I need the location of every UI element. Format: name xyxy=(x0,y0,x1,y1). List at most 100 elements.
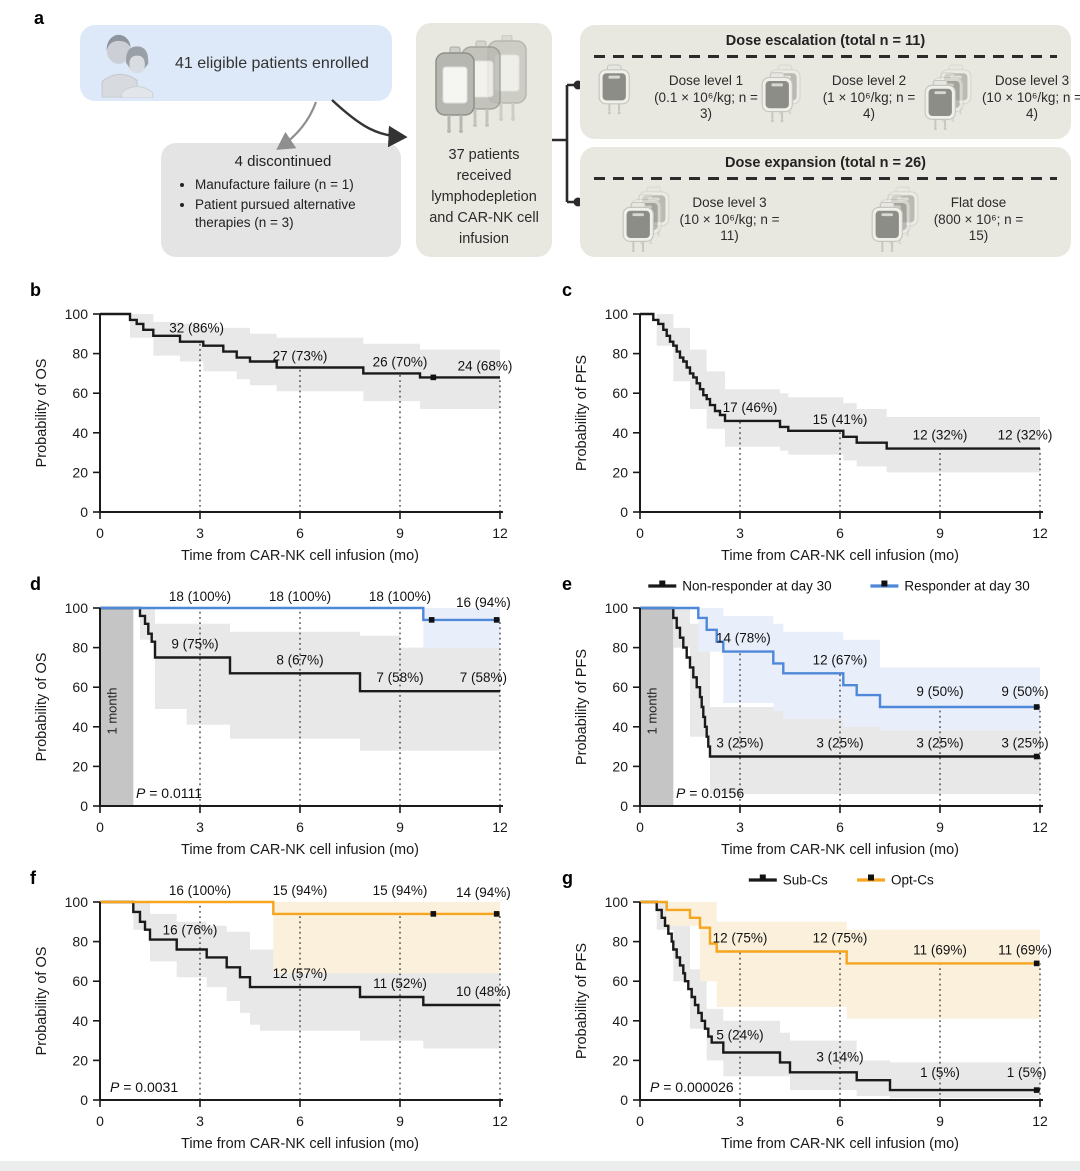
at-risk-annotation: 3 (25%) xyxy=(916,736,963,751)
panel-a-flow-diagram: a 41 eligible patients enrolled 4 discon… xyxy=(0,0,1080,276)
dose-escalation-title: Dose escalation (total n = 11) xyxy=(725,33,926,49)
x-tick-label: 0 xyxy=(636,819,644,835)
at-risk-annotation: 7 (58%) xyxy=(376,670,423,685)
at-risk-annotation: 1 (5%) xyxy=(920,1065,960,1080)
dose-item-name: Dose level 2 xyxy=(831,73,907,89)
x-axis-label: Time from CAR-NK cell infusion (mo) xyxy=(181,842,419,858)
p-value: P = 0.0111 xyxy=(136,785,202,801)
y-tick-label: 20 xyxy=(612,464,628,480)
discontinued-box: 4 discontinued Manufacture failure (n = … xyxy=(161,143,401,257)
y-tick-label: 60 xyxy=(612,385,628,401)
panel-label-c: c xyxy=(562,280,573,300)
iv-bag-icon xyxy=(870,186,919,253)
dashed-divider xyxy=(594,55,1057,58)
km-curve-non-responder xyxy=(640,606,1040,758)
at-risk-annotation: 12 (67%) xyxy=(813,652,868,667)
legend-censor-mark xyxy=(659,580,666,587)
y-axis-label: Probability of OS xyxy=(34,359,50,468)
x-tick-label: 9 xyxy=(936,525,944,541)
iv-bag-icon xyxy=(621,186,670,253)
panel-f: f 16 (76%) 12 (57%) 11 (52%) 10 (48%) 16 (10… xyxy=(0,866,540,1160)
y-tick-label: 40 xyxy=(72,1013,88,1029)
at-risk-annotation: 16 (100%) xyxy=(169,883,231,898)
dose-item: Dose level 3 (10 × 10⁶/kg; n = 11) xyxy=(620,186,783,254)
panel-label-f: f xyxy=(30,868,36,888)
dose-item-detail: (10 × 10⁶/kg; n = 4) xyxy=(981,89,1080,122)
x-tick-label: 0 xyxy=(96,819,104,835)
x-tick-label: 6 xyxy=(836,1113,844,1129)
y-tick-label: 0 xyxy=(620,504,628,520)
panel-label-d: d xyxy=(30,574,41,594)
y-axis-label: Probability of OS xyxy=(34,653,50,762)
legend-censor-mark xyxy=(881,580,888,587)
legend-label: Opt-Cs xyxy=(891,873,934,888)
dose-item-name: Dose level 1 xyxy=(668,73,744,89)
at-risk-annotation: 15 (94%) xyxy=(273,883,328,898)
y-tick-label: 0 xyxy=(620,1092,628,1108)
dose-item-name: Flat dose xyxy=(950,195,1007,211)
dose-escalation-items: Dose level 1 (0.1 × 10⁶/kg; n = 3) Dose … xyxy=(592,62,1080,134)
ci-band-opt-cs xyxy=(666,902,1040,1019)
x-tick-label: 9 xyxy=(396,819,404,835)
discontinued-item: Manufacture failure (n = 1) xyxy=(195,176,391,194)
x-tick-label: 12 xyxy=(492,819,508,835)
dose-item-text: Flat dose (800 × 10⁶; n = 15) xyxy=(926,195,1032,245)
x-axis-label: Time from CAR-NK cell infusion (mo) xyxy=(721,1136,959,1152)
censor-mark xyxy=(1033,1087,1040,1093)
y-tick-label: 80 xyxy=(72,934,88,950)
y-tick-label: 100 xyxy=(605,306,629,322)
iv-bag-icon xyxy=(598,64,631,116)
x-axis-label: Time from CAR-NK cell infusion (mo) xyxy=(181,548,419,564)
x-tick-label: 12 xyxy=(1032,525,1048,541)
axes: 0 20 40 60 80 100 0 3 6 9 12 xyxy=(605,894,1048,1129)
dose-item-text: Dose level 1 (0.1 × 10⁶/kg; n = 3) xyxy=(653,73,759,123)
dose-item-text: Dose level 3 (10 × 10⁶/kg; n = 4) xyxy=(979,73,1080,123)
at-risk-annotation: 16 (76%) xyxy=(163,923,218,938)
x-tick-label: 6 xyxy=(836,819,844,835)
at-risk-annotation: 11 (69%) xyxy=(998,942,1052,957)
x-tick-label: 12 xyxy=(492,525,508,541)
y-axis-label: Probability of OS xyxy=(34,947,50,1056)
page-bottom-strip xyxy=(0,1161,1080,1171)
dose-item-detail: (10 × 10⁶/kg; n = 11) xyxy=(679,211,780,244)
one-month-label: 1 month xyxy=(645,688,660,735)
y-tick-label: 80 xyxy=(612,640,628,656)
dose-escalation-box: Dose escalation (total n = 11) Dose leve… xyxy=(580,25,1080,139)
panel-label-b: b xyxy=(30,280,41,300)
axes: 0 20 40 60 80 100 0 3 6 9 12 xyxy=(65,600,508,835)
y-tick-label: 0 xyxy=(620,798,628,814)
x-tick-label: 0 xyxy=(636,1113,644,1129)
dose-item: Dose level 2 (1 × 10⁶/kg; n = 4) xyxy=(759,64,922,132)
ci-band-responder xyxy=(423,608,500,648)
censor-mark xyxy=(430,911,437,917)
y-tick-label: 20 xyxy=(72,464,88,480)
x-tick-label: 6 xyxy=(296,1113,304,1129)
dose-item-detail: (800 × 10⁶; n = 15) xyxy=(933,211,1024,244)
iv-bag-icon xyxy=(761,64,802,124)
enrolled-box: 41 eligible patients enrolled xyxy=(80,25,392,101)
x-tick-label: 3 xyxy=(736,525,744,541)
p-value: P = 0.000026 xyxy=(650,1079,734,1095)
y-tick-label: 20 xyxy=(612,1052,628,1068)
infusion-text: 37 patients received lymphodepletion and… xyxy=(429,147,539,247)
bracket-connector xyxy=(552,83,576,204)
censor-mark xyxy=(493,911,500,917)
y-tick-label: 60 xyxy=(72,385,88,401)
y-tick-label: 20 xyxy=(612,758,628,774)
censor-mark xyxy=(1033,753,1040,760)
km-curve-sub-cs xyxy=(100,900,500,1007)
ci-band-all-patients xyxy=(100,314,500,413)
panel-label-a: a xyxy=(34,8,45,28)
y-tick-label: 40 xyxy=(612,425,628,441)
x-tick-label: 3 xyxy=(196,819,204,835)
dose-item: Flat dose (800 × 10⁶; n = 15) xyxy=(869,186,1032,254)
legend-label: Responder at day 30 xyxy=(904,579,1029,594)
km-curve-responder xyxy=(640,606,1040,709)
y-tick-label: 0 xyxy=(80,504,88,520)
y-tick-label: 0 xyxy=(80,1092,88,1108)
panel-b: b 32 (86%) 27 (73%) 26 (70%) 24 (68%) 0 20 40 6… xyxy=(0,278,540,572)
at-risk-annotation: 3 (25%) xyxy=(716,736,763,751)
one-month-label: 1 month xyxy=(105,688,120,735)
y-tick-label: 80 xyxy=(72,346,88,362)
y-tick-label: 20 xyxy=(72,1052,88,1068)
